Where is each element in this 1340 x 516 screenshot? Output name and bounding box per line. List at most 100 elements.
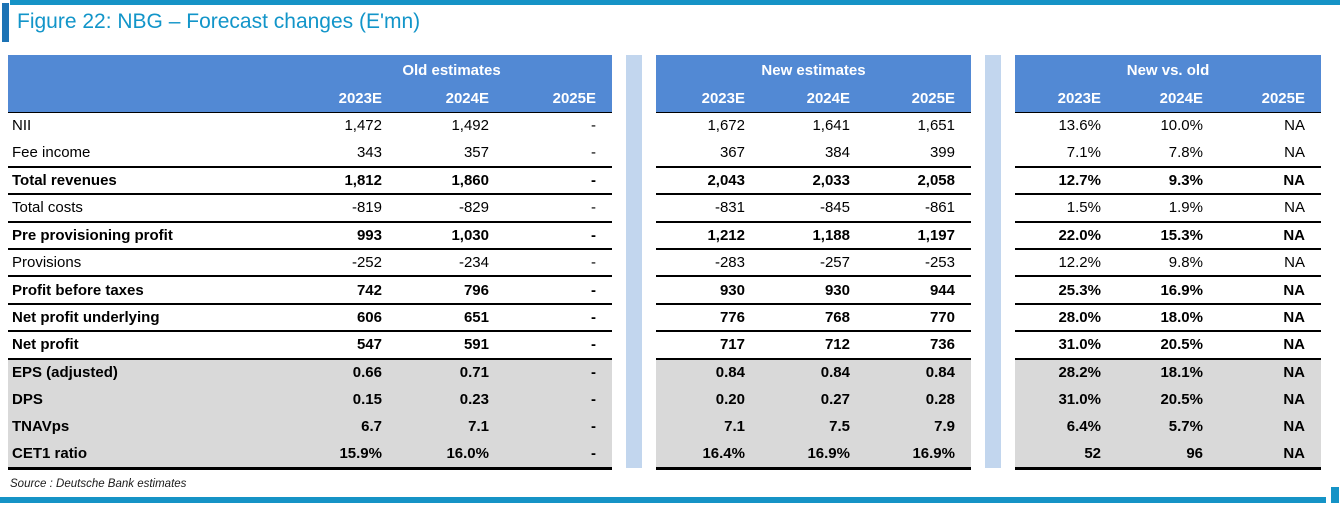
value-cell-new-0: -283 bbox=[656, 248, 761, 278]
table-row: TNAVps 6.7 7.1-7.1 7.5 7.9 6.4% 5.7% NA bbox=[8, 413, 1321, 441]
value-cell-old-0: 343 bbox=[291, 139, 398, 168]
value-cell-vs-0: 7.1% bbox=[1015, 139, 1117, 168]
value-cell-vs-0: 31.0% bbox=[1015, 331, 1117, 360]
source-note: Source : Deutsche Bank estimates bbox=[10, 478, 187, 490]
value-cell-new-2: -861 bbox=[866, 194, 971, 223]
value-cell-old-2: - bbox=[505, 440, 612, 470]
value-cell-old-0: 0.66 bbox=[291, 358, 398, 386]
value-cell-old-2: - bbox=[591, 117, 596, 135]
section-separator bbox=[612, 413, 656, 441]
row-label: Total revenues bbox=[8, 166, 291, 196]
label-column-header bbox=[8, 55, 291, 85]
value-cell-vs-1: 15.3% bbox=[1117, 221, 1219, 250]
value-cell-old-0: 6.7 bbox=[291, 413, 398, 441]
value-cell-vs-1: 18.1% bbox=[1117, 358, 1219, 386]
value-cell-vs-0: 25.3% bbox=[1015, 276, 1117, 305]
title-accent-bar bbox=[2, 3, 9, 42]
table-row: Net profit 547 591- 717 712 736 31.0% 20.5% NA bbox=[8, 331, 1321, 360]
value-cell-vs-1: 9.3% bbox=[1117, 166, 1219, 196]
value-cell-old-1: 7.1 bbox=[398, 413, 505, 441]
section-separator bbox=[971, 276, 1015, 304]
value-cell-new-1: -257 bbox=[761, 248, 866, 278]
value-cell-vs-0: 28.2% bbox=[1015, 358, 1117, 386]
section-separator bbox=[971, 55, 1015, 112]
value-cell-new-0: 1,212 bbox=[656, 221, 761, 250]
value-cell-old-1: 1,030 bbox=[398, 221, 505, 250]
value-cell-vs-1: 20.5% bbox=[1117, 385, 1219, 414]
value-cell-vs-1: 5.7% bbox=[1117, 413, 1219, 441]
row-label: DPS bbox=[8, 385, 291, 414]
table-row: Pre provisioning profit 993 1,030-1,212 1,1… bbox=[8, 221, 1321, 250]
value-cell-vs-2: NA bbox=[1219, 248, 1321, 278]
section-separator bbox=[612, 112, 656, 140]
value-cell-vs-0: 31.0% bbox=[1015, 385, 1117, 414]
value-cell-old-0: 1,812 bbox=[291, 166, 398, 196]
value-cell-new-2: 0.28 bbox=[866, 385, 971, 414]
group-header-old: Old estimates bbox=[291, 55, 612, 85]
value-cell-vs-0: 13.6% bbox=[1058, 117, 1101, 135]
table-row: CET1 ratio 15.9% 16.0% -16.4% 16.9% 16.9% 52 96… bbox=[8, 440, 1321, 470]
section-separator bbox=[612, 166, 656, 195]
value-cell-new-2: 16.9% bbox=[866, 440, 971, 470]
row-label: Fee income bbox=[8, 139, 291, 168]
table-row: Total revenues 1,812 1,860- 2,043 2,033 2,058… bbox=[8, 166, 1321, 196]
row-label: Provisions bbox=[8, 248, 291, 278]
value-cell-old-0: 606 bbox=[291, 303, 398, 333]
table-row: Fee income 343 357- 367 384 399 7.1% 7.8% NA bbox=[8, 139, 1321, 168]
value-cell-old-1: 796 bbox=[398, 276, 505, 305]
value-cell-new-1: 1,188 bbox=[761, 221, 866, 250]
value-cell-new-0: 930 bbox=[656, 276, 761, 305]
value-cell-new-1: 16.9% bbox=[761, 440, 866, 470]
section-separator bbox=[612, 358, 656, 386]
value-cell-vs-2: NA bbox=[1219, 331, 1321, 360]
group-header-row: Old estimates New estimates New vs. old bbox=[8, 55, 1321, 112]
top-accent-rule bbox=[10, 0, 1340, 5]
value-cell-new-1: 768 bbox=[761, 303, 866, 333]
row-label: NII bbox=[12, 117, 32, 135]
value-cell-vs-2: NA bbox=[1219, 303, 1321, 333]
value-cell-old-1: 357 bbox=[398, 139, 505, 168]
section-separator bbox=[612, 248, 656, 277]
value-cell-vs-1: 10.0% bbox=[1160, 117, 1203, 135]
value-cell-new-2: 399 bbox=[866, 139, 971, 168]
value-cell-new-0: 367 bbox=[656, 139, 761, 168]
value-cell-old-1: 16.0% bbox=[398, 440, 505, 470]
value-cell-old-2: - bbox=[505, 276, 612, 305]
value-cell-vs-2: NA bbox=[1284, 117, 1305, 135]
value-cell-vs-1: 96 bbox=[1117, 440, 1219, 470]
row-label: TNAVps bbox=[8, 413, 291, 441]
value-cell-new-2: -253 bbox=[866, 248, 971, 278]
section-separator bbox=[971, 112, 1015, 140]
value-cell-new-2: 1,197 bbox=[866, 221, 971, 250]
value-cell-new-1: 7.5 bbox=[761, 413, 866, 441]
value-cell-vs-1: 18.0% bbox=[1117, 303, 1219, 333]
value-cell-old-2: - bbox=[505, 385, 612, 414]
section-separator bbox=[971, 385, 1015, 414]
value-cell-vs-2: NA bbox=[1219, 276, 1321, 305]
value-cell-new-2: 2,058 bbox=[866, 166, 971, 196]
value-cell-old-2: - bbox=[505, 358, 612, 386]
value-cell-vs-1: 16.9% bbox=[1117, 276, 1219, 305]
value-cell-new-0: -831 bbox=[656, 194, 761, 223]
section-separator bbox=[612, 440, 656, 469]
section-separator bbox=[971, 440, 1015, 469]
value-cell-new-2: 944 bbox=[866, 276, 971, 305]
year-header: 2025E bbox=[866, 85, 971, 113]
section-separator bbox=[971, 248, 1015, 277]
row-label: CET1 ratio bbox=[8, 440, 291, 470]
value-cell-old-0: -252 bbox=[291, 248, 398, 278]
value-cell-old-0: 0.15 bbox=[291, 385, 398, 414]
row-label: Pre provisioning profit bbox=[8, 221, 291, 250]
value-cell-vs-1: 7.8% bbox=[1117, 139, 1219, 168]
table-row: DPS 0.15 0.23- 0.20 0.27 0.28 31.0% 20.5% NA bbox=[8, 385, 1321, 414]
value-cell-new-2: 770 bbox=[866, 303, 971, 333]
value-cell-vs-2: NA bbox=[1219, 166, 1321, 196]
table-row: Provisions -252 -234- -283 -257 -253 12.2% 9.8%… bbox=[8, 248, 1321, 278]
value-cell-old-2: - bbox=[505, 331, 612, 360]
value-cell-old-0: 742 bbox=[291, 276, 398, 305]
value-cell-old-2: - bbox=[505, 413, 612, 441]
value-cell-vs-1: 1.9% bbox=[1117, 194, 1219, 223]
value-cell-vs-0: 22.0% bbox=[1015, 221, 1117, 250]
value-cell-vs-0: 28.0% bbox=[1015, 303, 1117, 333]
table-row: Profit before taxes 742 796-930 930 944 25.3%… bbox=[8, 276, 1321, 305]
